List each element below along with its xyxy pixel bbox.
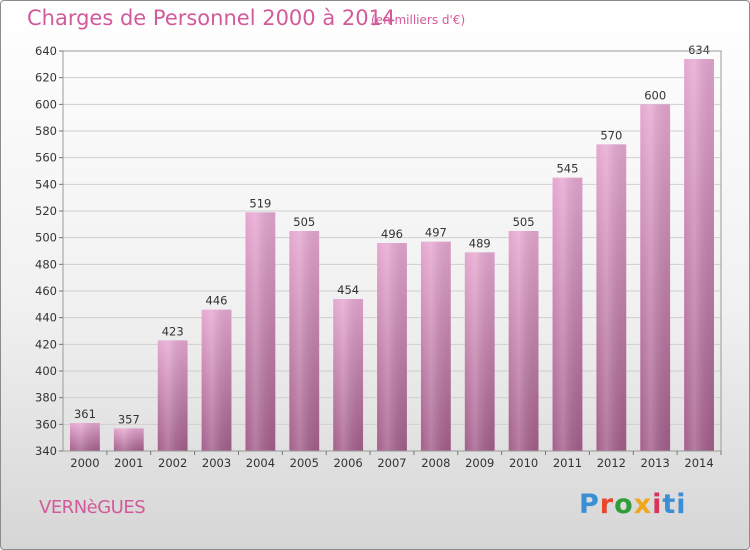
bar-value-label: 600 <box>644 88 666 102</box>
x-tick-label: 2000 <box>70 456 99 470</box>
x-tick-label: 2002 <box>158 456 187 470</box>
y-tick-label: 580 <box>35 124 57 138</box>
y-tick-label: 500 <box>35 231 57 245</box>
bar-sheen <box>289 231 320 451</box>
bar-value-label: 505 <box>293 215 315 229</box>
logo-letter: o <box>614 489 634 520</box>
x-tick-label: 2014 <box>684 456 713 470</box>
bar-sheen <box>245 212 276 451</box>
y-tick-label: 560 <box>35 151 57 165</box>
chart-title: Charges de Personnel 2000 à 2014 <box>27 6 396 30</box>
bar-sheen <box>596 144 627 452</box>
bar-sheen <box>377 243 407 451</box>
bar-value-label: 361 <box>74 407 96 421</box>
x-tick-label: 2013 <box>641 456 670 470</box>
bar-sheen <box>684 59 714 451</box>
x-tick-label: 2012 <box>597 456 626 470</box>
bar-value-label: 519 <box>249 196 271 210</box>
bar-sheen <box>464 252 495 451</box>
x-tick-label: 2003 <box>202 456 231 470</box>
bar-value-label: 454 <box>337 283 359 297</box>
bar-value-label: 570 <box>600 128 622 142</box>
x-tick-label: 2009 <box>465 456 494 470</box>
y-tick-label: 520 <box>35 204 57 218</box>
y-tick-label: 380 <box>35 391 57 405</box>
bar-sheen <box>420 241 451 451</box>
bar-sheen <box>552 177 583 451</box>
bar-value-label: 634 <box>688 43 710 57</box>
logo-letter: x <box>633 489 653 520</box>
x-tick-label: 2007 <box>377 456 406 470</box>
logo-letter: i <box>676 489 687 520</box>
logo-letter: i <box>652 489 663 520</box>
y-tick-label: 600 <box>35 97 57 111</box>
bar-sheen <box>640 104 671 451</box>
x-tick-label: 2008 <box>421 456 450 470</box>
y-tick-label: 400 <box>35 364 57 378</box>
commune-name: VERNèGUES <box>39 497 146 518</box>
bar-sheen <box>201 309 232 451</box>
y-tick-label: 340 <box>35 444 57 458</box>
x-tick-label: 2006 <box>333 456 362 470</box>
bar-value-label: 497 <box>425 226 447 240</box>
x-tick-label: 2010 <box>509 456 538 470</box>
chart-subtitle: (en milliers d'€) <box>371 13 466 27</box>
bar-value-label: 489 <box>469 236 491 250</box>
bar-value-label: 496 <box>381 227 403 241</box>
x-tick-label: 2004 <box>246 456 275 470</box>
bar-sheen <box>508 231 539 451</box>
logo-letter: r <box>599 489 615 520</box>
bar-sheen <box>157 340 188 451</box>
bar-sheen <box>333 299 364 451</box>
logo-letter: P <box>579 489 600 520</box>
y-tick-label: 420 <box>35 337 57 351</box>
x-tick-label: 2001 <box>114 456 143 470</box>
plot-border <box>62 50 722 452</box>
y-tick-label: 360 <box>35 417 57 431</box>
y-tick-label: 640 <box>35 44 57 58</box>
y-tick-label: 440 <box>35 311 57 325</box>
bar-value-label: 545 <box>556 162 578 176</box>
logo-letter: t <box>662 489 677 520</box>
bar-value-label: 423 <box>162 324 184 338</box>
y-tick-label: 620 <box>35 71 57 85</box>
bar-sheen <box>70 423 100 451</box>
y-tick-label: 540 <box>35 177 57 191</box>
y-tick-label: 460 <box>35 284 57 298</box>
bar-sheen <box>113 428 144 451</box>
bar-value-label: 505 <box>513 215 535 229</box>
proxiti-logo: Proxiti <box>579 489 687 520</box>
x-tick-label: 2005 <box>290 456 319 470</box>
x-tick-label: 2011 <box>553 456 582 470</box>
bar-value-label: 357 <box>118 412 140 426</box>
bar-value-label: 446 <box>206 294 228 308</box>
y-tick-label: 480 <box>35 257 57 271</box>
